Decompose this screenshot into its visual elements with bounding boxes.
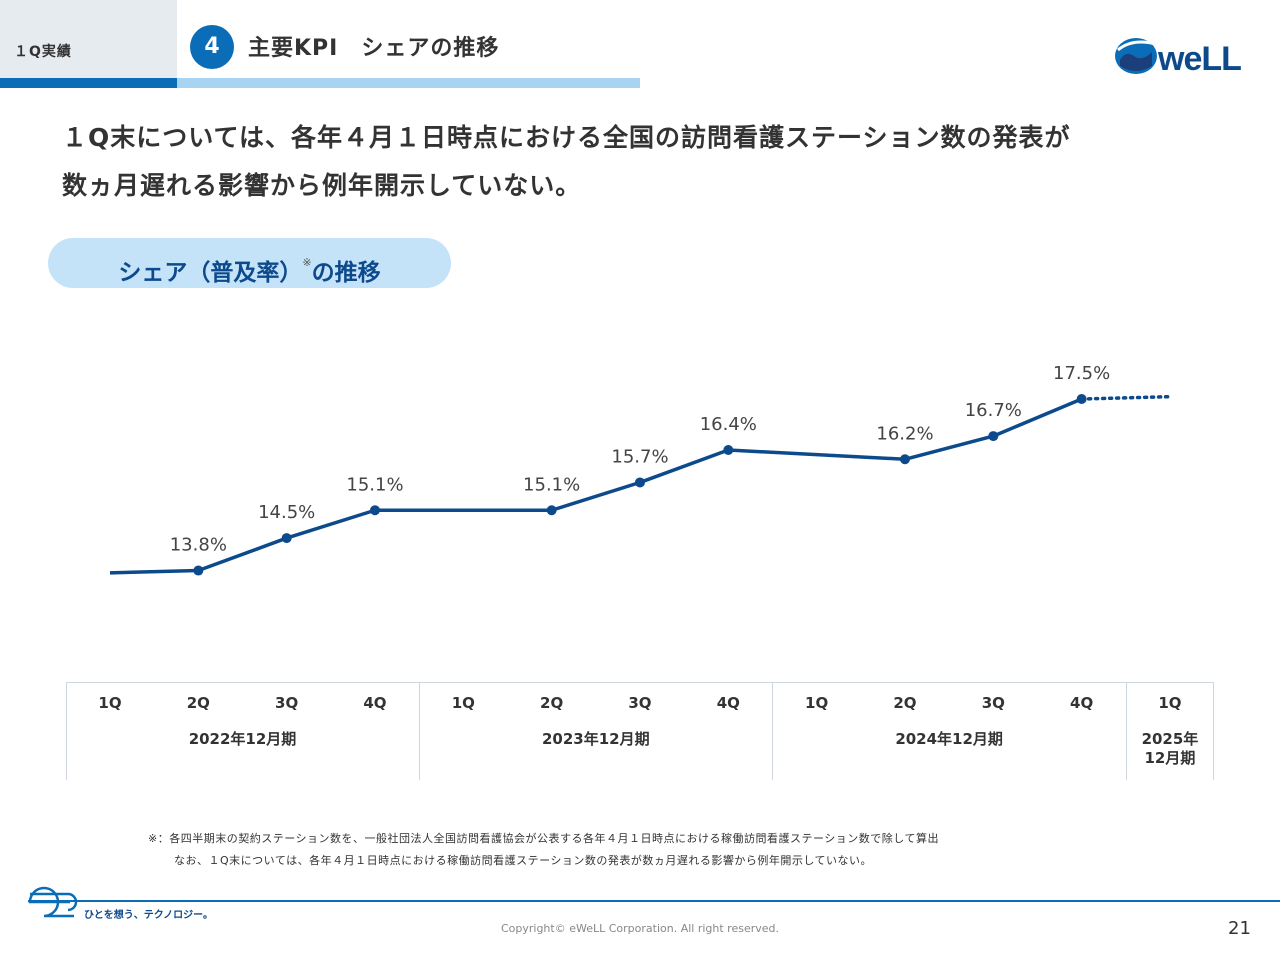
- footnote: ※：各四半期末の契約ステーション数を、一般社団法人全国訪問看護協会が公表する各年…: [148, 828, 939, 872]
- footer-e-mark: [0, 886, 78, 918]
- axis-table-top-border: [66, 682, 1214, 683]
- data-point: [369, 505, 380, 516]
- subtitle-note-mark: ※: [302, 256, 312, 269]
- data-point: [723, 444, 734, 455]
- data-label: 16.4%: [700, 414, 757, 435]
- data-label: 14.5%: [258, 502, 315, 523]
- data-label: 15.1%: [523, 474, 580, 495]
- subtitle-text: シェア（普及率）: [118, 260, 303, 286]
- data-point: [193, 565, 204, 576]
- share-line-chart: 13.8% 14.5% 15.1% 15.1% 15.7% 16.4% 16.2% 16.7%…: [109, 363, 1172, 576]
- axis-table-divider: [419, 682, 421, 780]
- data-point: [634, 477, 645, 488]
- lead-text: １Q末については、各年４月１日時点における全国の訪問看護ステーション数の発表が …: [62, 114, 1212, 210]
- x-period-label: 2024年12月期: [895, 730, 1003, 748]
- x-tick-label: 4Q: [1070, 694, 1094, 712]
- footnote-line-1: ※：各四半期末の契約ステーション数を、一般社団法人全国訪問看護協会が公表する各年…: [148, 832, 939, 845]
- section-tab: [0, 0, 177, 88]
- copyright: Copyright© eWeLL Corporation. All right …: [500, 922, 780, 935]
- axis-table-divider: [772, 682, 774, 780]
- axis-table-divider: [1125, 682, 1127, 780]
- x-period-label: 2023年12月期: [541, 730, 650, 748]
- header-bar-light: [177, 78, 640, 88]
- x-period-label: 2022年12月期: [188, 730, 297, 748]
- footer-line: [0, 900, 1280, 902]
- x-tick-label: 3Q: [981, 694, 1005, 712]
- page-title: 主要KPI シェアの推移: [248, 36, 500, 61]
- series-line: [109, 397, 1083, 575]
- data-point: [1076, 394, 1087, 404]
- x-tick-label: 1Q: [98, 694, 122, 712]
- footnote-line-2: なお、１Q末については、各年４月１日時点における稼働訪問看護ステーション数の発表…: [174, 854, 873, 867]
- logo-wordmark: weLL: [1157, 40, 1241, 78]
- axis-table-divider: [66, 682, 67, 780]
- data-label: 15.7%: [611, 446, 668, 467]
- chart-subtitle-pill: シェア（普及率）※の推移: [48, 238, 451, 288]
- axis-table-divider: [1213, 682, 1214, 780]
- x-tick-label: 1Q: [805, 694, 829, 712]
- x-tick-label: 1Q: [1158, 694, 1182, 712]
- data-point: [988, 431, 999, 442]
- x-axis-table: 1Q 2Q 3Q 4Q 1Q 2Q 3Q 4Q 1Q 2Q 3Q 4Q 1Q 2022年12月期 2023年…: [66, 682, 1214, 780]
- lead-line-1: １Q末については、各年４月１日時点における全国の訪問看護ステーション数の発表が: [62, 123, 1071, 152]
- x-tick-label: 2Q: [893, 694, 917, 712]
- x-tick-label: 2Q: [540, 694, 564, 712]
- data-label: 13.8%: [170, 535, 227, 556]
- section-label: １Q実績: [14, 44, 72, 60]
- data-point: [281, 533, 292, 544]
- x-tick-label: 1Q: [451, 694, 475, 712]
- footer-slogan: ひとを想う、テクノロジー。: [84, 910, 213, 921]
- lead-line-2: 数ヵ月遅れる影響から例年開示していない。: [62, 171, 582, 200]
- section-number-badge: 4: [190, 25, 234, 69]
- data-point: [899, 454, 910, 465]
- x-tick-label: 4Q: [716, 694, 740, 712]
- x-tick-label: 3Q: [275, 694, 299, 712]
- x-tick-label: 3Q: [628, 694, 652, 712]
- subtitle-suffix: の推移: [311, 260, 381, 286]
- data-point: [546, 505, 557, 516]
- x-tick-label: 2Q: [186, 694, 210, 712]
- page-number: 21: [1228, 918, 1251, 939]
- ewell-logo: weLL: [1115, 38, 1242, 78]
- header-bar-dark: [0, 78, 177, 88]
- data-label: 17.5%: [1053, 363, 1110, 384]
- data-label: 16.2%: [876, 423, 933, 444]
- chart-subtitle: シェア（普及率）※の推移: [48, 238, 451, 288]
- x-period-label: 2025年 12月期: [1141, 730, 1199, 767]
- series-projection-dotted: [1079, 394, 1172, 401]
- data-label: 15.1%: [346, 474, 403, 495]
- x-tick-label: 4Q: [363, 694, 387, 712]
- data-label: 16.7%: [965, 400, 1022, 421]
